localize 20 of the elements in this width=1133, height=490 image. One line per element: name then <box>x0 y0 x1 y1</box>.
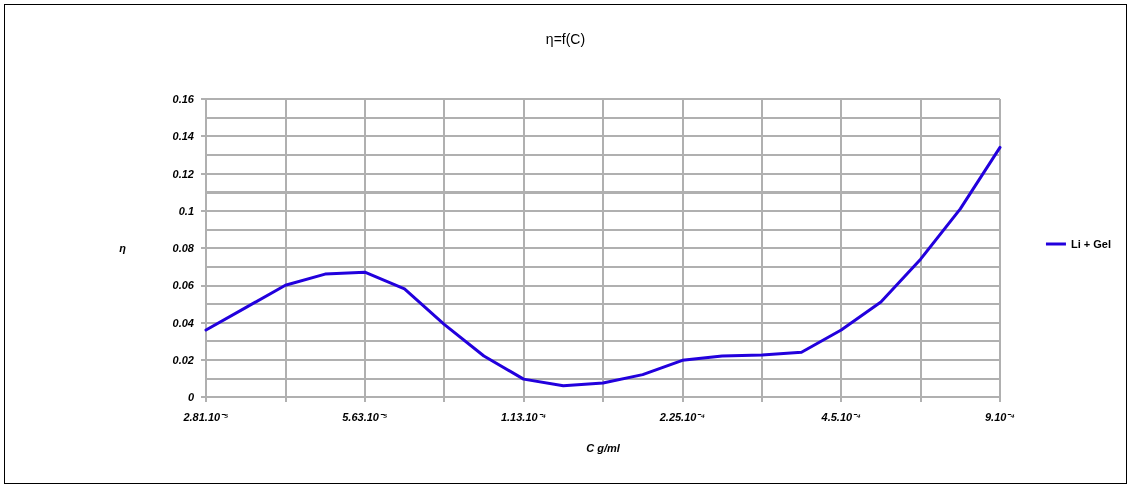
x-tick-label: 5.63.10⁻⁵ <box>342 410 388 423</box>
y-tick-label: 0.12 <box>172 167 194 180</box>
y-tick-label: 0.06 <box>172 279 195 292</box>
y-tick-label: 0.16 <box>172 93 195 105</box>
chart-title: η=f(C) <box>545 31 586 47</box>
x-tick-label: 2.81.10⁻⁵ <box>182 410 230 423</box>
y-tick-label: 0 <box>187 391 195 403</box>
y-tick-label: 0.1 <box>178 204 194 217</box>
y-tick-label: 0.14 <box>172 130 194 143</box>
y-tick-label: 0.02 <box>172 353 194 366</box>
x-tick-label: 2.25.10⁻⁴ <box>658 410 706 423</box>
y-axis-title: η <box>119 242 127 254</box>
x-tick-label: 1.13.10⁻⁴ <box>500 410 547 423</box>
x-axis-title: C g/ml <box>586 441 621 454</box>
x-tick-label: 4.5.10⁻⁴ <box>820 410 862 423</box>
x-tick-label: 9.10⁻⁴ <box>984 410 1016 423</box>
y-tick-label: 0.08 <box>172 242 195 254</box>
legend-label: Li + Gel <box>1070 238 1112 250</box>
line-series <box>204 145 1002 388</box>
y-tick-label: 0.04 <box>172 316 194 329</box>
